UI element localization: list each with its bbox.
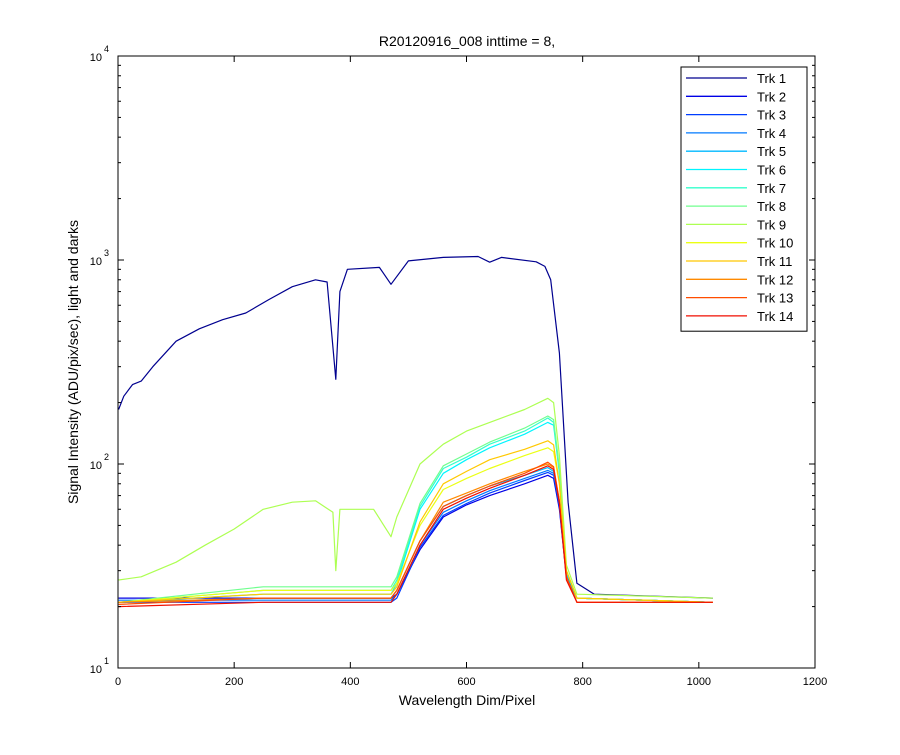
legend-label-trk-4: Trk 4	[757, 126, 786, 141]
x-tick-label: 1200	[803, 676, 827, 688]
legend-label-trk-11: Trk 11	[757, 254, 792, 269]
x-tick-label: 200	[225, 676, 243, 688]
legend-label-trk-6: Trk 6	[757, 163, 786, 178]
y-tick-exponent: 4	[104, 44, 109, 54]
y-tick-exponent: 2	[104, 452, 109, 462]
legend-label-trk-1: Trk 1	[757, 71, 786, 86]
y-tick-exponent: 1	[104, 656, 109, 666]
legend-label-trk-10: Trk 10	[757, 236, 793, 251]
legend-label-trk-14: Trk 14	[757, 309, 793, 324]
y-tick-label: 10	[90, 664, 102, 676]
series-line-trk-14	[118, 465, 713, 608]
legend-label-trk-3: Trk 3	[757, 108, 786, 123]
legend-label-trk-12: Trk 12	[757, 272, 793, 287]
x-tick-label: 400	[341, 676, 359, 688]
x-axis: 0 200 400 600 800 1000 1200	[115, 56, 827, 688]
x-tick-label: 1000	[687, 676, 711, 688]
x-axis-label: Wavelength Dim/Pixel	[399, 692, 535, 708]
y-axis-label: Signal Intensity (ADU/pix/sec), light an…	[65, 220, 81, 504]
legend-label-trk-8: Trk 8	[757, 199, 786, 214]
x-tick-label: 600	[457, 676, 475, 688]
legend-label-trk-2: Trk 2	[757, 89, 786, 104]
y-tick-label: 10	[90, 256, 102, 268]
legend-label-trk-13: Trk 13	[757, 291, 793, 306]
legend: Trk 1 Trk 2 Trk 3 Trk 4 Trk 5 Trk 6 Trk 7 Trk 8…	[680, 66, 808, 332]
series-line-trk-1	[118, 255, 713, 599]
x-tick-label: 0	[115, 676, 121, 688]
legend-label-trk-7: Trk 7	[757, 181, 786, 196]
legend-label-trk-9: Trk 9	[757, 217, 786, 232]
y-tick-label: 10	[90, 52, 102, 64]
y-tick-exponent: 3	[104, 248, 109, 258]
legend-box	[680, 66, 808, 332]
chart-title: R20120916_008 inttime = 8,	[379, 33, 555, 49]
legend-label-trk-5: Trk 5	[757, 144, 786, 159]
series-line-trk-11	[118, 440, 713, 603]
series-line-trk-9	[118, 397, 713, 599]
x-tick-label: 800	[573, 676, 591, 688]
y-tick-label: 10	[90, 460, 102, 472]
